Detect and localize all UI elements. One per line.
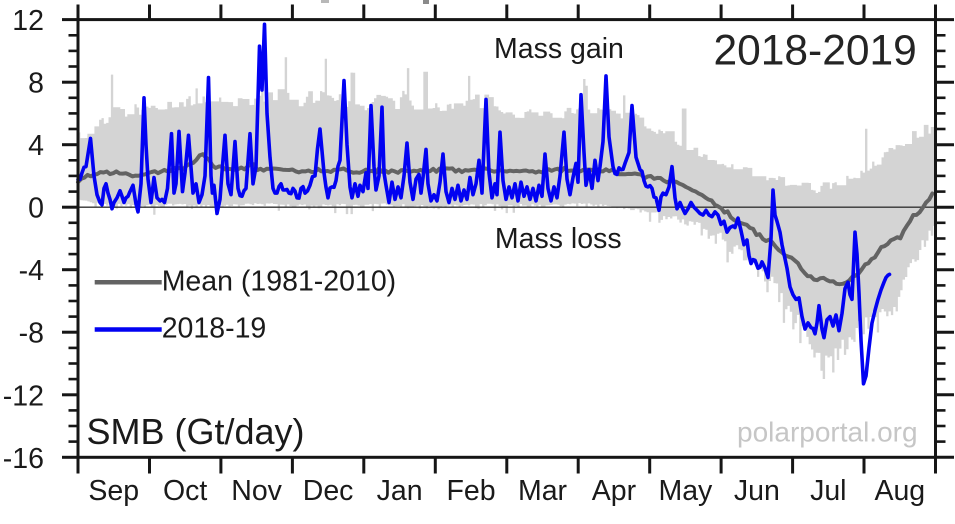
svg-text:-8: -8 bbox=[19, 318, 44, 350]
svg-text:Oct: Oct bbox=[163, 475, 207, 507]
svg-text:SMB (Gt/day): SMB (Gt/day) bbox=[87, 411, 305, 452]
svg-text:-16: -16 bbox=[3, 443, 44, 475]
svg-text:Jun: Jun bbox=[734, 475, 780, 507]
svg-text:Mar: Mar bbox=[518, 475, 568, 507]
svg-text:Dec: Dec bbox=[303, 475, 354, 507]
svg-text:Jul: Jul bbox=[810, 475, 846, 507]
svg-text:8: 8 bbox=[28, 68, 44, 100]
svg-text:Apr: Apr bbox=[592, 475, 637, 507]
svg-text:-12: -12 bbox=[3, 380, 44, 412]
svg-text:4: 4 bbox=[28, 130, 44, 162]
svg-text:2018-19: 2018-19 bbox=[162, 313, 267, 345]
svg-text:Mass loss: Mass loss bbox=[495, 223, 622, 255]
svg-text:Jan: Jan bbox=[377, 475, 423, 507]
svg-text:2018-2019: 2018-2019 bbox=[714, 27, 917, 74]
svg-text:Feb: Feb bbox=[446, 475, 495, 507]
svg-text:Mean (1981-2010): Mean (1981-2010) bbox=[162, 266, 397, 298]
svg-text:Aug: Aug bbox=[874, 475, 925, 507]
svg-text:Sep: Sep bbox=[88, 475, 139, 507]
svg-text:Mass gain: Mass gain bbox=[494, 33, 624, 65]
svg-text:0: 0 bbox=[28, 193, 44, 225]
svg-text:-4: -4 bbox=[19, 255, 44, 287]
svg-text:Nov: Nov bbox=[231, 475, 282, 507]
svg-text:polarportal.org: polarportal.org bbox=[737, 416, 918, 447]
svg-text:May: May bbox=[658, 475, 713, 507]
svg-text:12: 12 bbox=[12, 5, 44, 37]
